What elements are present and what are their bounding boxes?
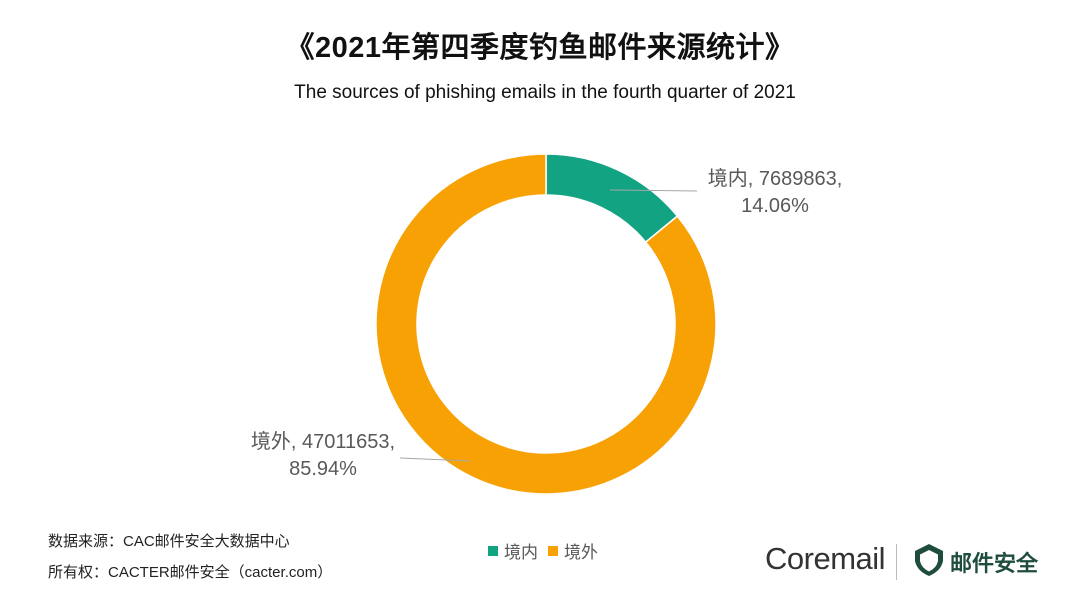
legend-swatch-domestic: [488, 545, 498, 556]
shield-icon: [915, 544, 943, 576]
legend-label-foreign: 境外: [564, 543, 598, 562]
legend-swatch-foreign: [548, 545, 558, 556]
data-label-foreign-line2: 85.94%: [289, 458, 357, 480]
data-source-note: 数据来源：CAC邮件安全大数据中心: [48, 533, 290, 550]
chart-subtitle: The sources of phishing emails in the fo…: [294, 82, 796, 103]
data-label-domestic: 境内, 7689863, 14.06%: [690, 166, 860, 220]
legend-label-domestic: 境内: [504, 543, 538, 562]
donut-slices: [375, 153, 717, 495]
donut-slice-domestic[interactable]: [545, 153, 679, 244]
data-label-domestic-line2: 14.06%: [741, 195, 809, 217]
email-security-logo-text: 邮件安全: [950, 551, 1039, 576]
data-label-foreign-line1: 境外, 47011653,: [250, 431, 396, 453]
data-label-foreign: 境外, 47011653, 85.94%: [232, 429, 414, 483]
data-label-domestic-line1: 境内, 7689863,: [707, 168, 843, 190]
chart-legend: 境内 境外: [488, 538, 602, 563]
leader-line-foreign: [399, 457, 471, 462]
logo-divider: [896, 544, 897, 580]
coremail-logo: Coremail: [765, 541, 886, 576]
copyright-note: 所有权：CACTER邮件安全（cacter.com）: [48, 564, 333, 581]
leader-line-domestic: [609, 189, 698, 192]
chart-title: 《2021年第四季度钓鱼邮件来源统计》: [285, 32, 795, 64]
legend-item-domestic[interactable]: 境内: [488, 538, 538, 563]
legend-item-foreign[interactable]: 境外: [548, 538, 598, 563]
donut-slice-foreign[interactable]: [375, 153, 717, 495]
